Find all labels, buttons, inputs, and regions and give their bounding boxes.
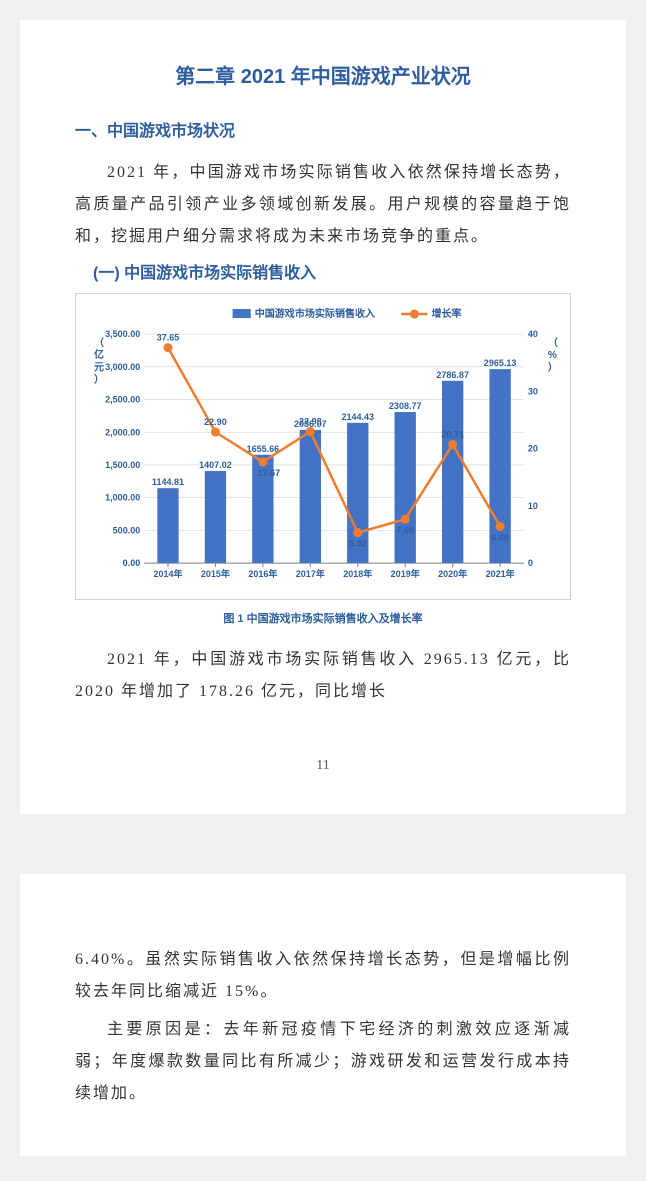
svg-text:2020年: 2020年 bbox=[438, 568, 467, 579]
page-number-1: 11 bbox=[75, 758, 571, 774]
svg-text:亿: 亿 bbox=[94, 348, 104, 361]
svg-text:2308.77: 2308.77 bbox=[389, 401, 422, 411]
svg-text:增长率: 增长率 bbox=[431, 307, 461, 320]
svg-text:20: 20 bbox=[528, 444, 538, 454]
svg-text:2,500.00: 2,500.00 bbox=[105, 395, 140, 405]
svg-text:2019年: 2019年 bbox=[391, 568, 420, 579]
svg-text:1407.02: 1407.02 bbox=[199, 460, 232, 470]
svg-text:0: 0 bbox=[528, 558, 533, 568]
svg-text:6.40: 6.40 bbox=[491, 533, 509, 543]
svg-text:%: % bbox=[548, 350, 557, 361]
after-chart-para: 2021 年，中国游戏市场实际销售收入 2965.13 亿元，比 2020 年增… bbox=[75, 644, 571, 708]
svg-text:2016年: 2016年 bbox=[248, 568, 277, 579]
svg-text:22.98: 22.98 bbox=[299, 417, 322, 427]
svg-text:30: 30 bbox=[528, 386, 538, 396]
svg-text:3,500.00: 3,500.00 bbox=[105, 329, 140, 339]
svg-text:2144.43: 2144.43 bbox=[341, 412, 374, 422]
revenue-chart: 中国游戏市场实际销售收入 增长率 0.00 500.00 1,000.00 1,500.0… bbox=[75, 293, 571, 600]
svg-text:（: （ bbox=[548, 336, 558, 349]
page2-para-1: 6.40%。虽然实际销售收入依然保持增长态势，但是增幅比例较去年同比缩减近 15… bbox=[75, 944, 571, 1008]
svg-text:5.32: 5.32 bbox=[349, 539, 367, 549]
svg-text:1,000.00: 1,000.00 bbox=[105, 493, 140, 503]
svg-text:7.66: 7.66 bbox=[396, 525, 414, 535]
svg-text:2,000.00: 2,000.00 bbox=[105, 427, 140, 437]
svg-text:1,500.00: 1,500.00 bbox=[105, 460, 140, 470]
svg-text:2015年: 2015年 bbox=[201, 568, 230, 579]
svg-text:3,000.00: 3,000.00 bbox=[105, 362, 140, 372]
svg-text:）: ） bbox=[94, 372, 104, 385]
subsection-1-heading: (一) 中国游戏市场实际销售收入 bbox=[93, 259, 571, 283]
page-divider bbox=[0, 834, 646, 854]
svg-text:1655.66: 1655.66 bbox=[247, 444, 280, 454]
svg-text:37.65: 37.65 bbox=[157, 333, 180, 343]
svg-text:2021年: 2021年 bbox=[486, 568, 515, 579]
section-1-para: 2021 年，中国游戏市场实际销售收入依然保持增长态势，高质量产品引领产业多领域… bbox=[75, 157, 571, 253]
svg-text:）: ） bbox=[548, 360, 558, 373]
chapter-title: 第二章 2021 年中国游戏产业状况 bbox=[75, 60, 571, 89]
svg-text:0.00: 0.00 bbox=[123, 558, 141, 568]
chart-caption: 图 1 中国游戏市场实际销售收入及增长率 bbox=[75, 610, 571, 626]
svg-text:40: 40 bbox=[528, 329, 538, 339]
svg-text:2786.87: 2786.87 bbox=[436, 370, 469, 380]
section-1-heading: 一、中国游戏市场状况 bbox=[75, 117, 571, 141]
page2-para-2: 主要原因是：去年新冠疫情下宅经济的刺激效应逐渐减弱；年度爆款数量同比有所减少；游… bbox=[75, 1014, 571, 1110]
page-2: 6.40%。虽然实际销售收入依然保持增长态势，但是增幅比例较去年同比缩减近 15… bbox=[20, 874, 626, 1156]
svg-text:元: 元 bbox=[94, 361, 104, 373]
svg-text:20.71: 20.71 bbox=[441, 430, 464, 440]
svg-text:1144.81: 1144.81 bbox=[152, 477, 184, 487]
svg-text:2018年: 2018年 bbox=[343, 568, 372, 579]
svg-text:22.90: 22.90 bbox=[204, 417, 227, 427]
svg-text:中国游戏市场实际销售收入: 中国游戏市场实际销售收入 bbox=[255, 307, 375, 320]
page-1: 第二章 2021 年中国游戏产业状况 一、中国游戏市场状况 2021 年，中国游… bbox=[20, 20, 626, 814]
svg-text:2965.13: 2965.13 bbox=[484, 358, 517, 368]
chart-svg: 中国游戏市场实际销售收入 增长率 0.00 500.00 1,000.00 1,500.0… bbox=[82, 302, 564, 593]
svg-text:500.00: 500.00 bbox=[113, 525, 141, 535]
svg-text:2014年: 2014年 bbox=[153, 568, 182, 579]
svg-text:（: （ bbox=[94, 336, 104, 349]
svg-text:17.67: 17.67 bbox=[258, 468, 281, 478]
svg-text:2017年: 2017年 bbox=[296, 568, 325, 579]
svg-text:10: 10 bbox=[528, 501, 538, 511]
